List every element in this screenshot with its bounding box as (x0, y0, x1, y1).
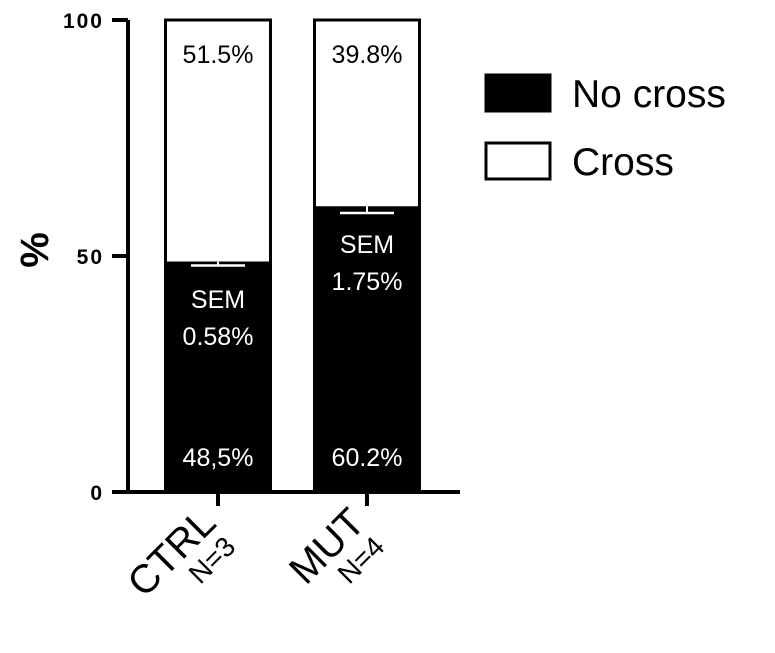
bar-segment-cross (164, 18, 272, 265)
y-tick-label: 0 (90, 482, 104, 505)
sem-title-label: SEM (340, 231, 394, 259)
y-axis-label: % (13, 232, 57, 268)
legend-swatch (484, 73, 552, 113)
legend-label: No cross (572, 73, 726, 116)
bar-value-label-no-cross: 48,5% (183, 444, 254, 472)
y-tick-label: 50 (77, 246, 104, 269)
legend-swatch (484, 141, 552, 181)
y-tick-label: 100 (63, 10, 104, 33)
sem-value-label: 1.75% (332, 268, 403, 296)
legend-label: Cross (572, 141, 674, 184)
sem-title-label: SEM (191, 286, 245, 314)
bar-value-label-no-cross: 60.2% (332, 444, 403, 472)
sem-value-label: 0.58% (183, 323, 254, 351)
bar-value-label-cross: 51.5% (183, 41, 254, 69)
bar-value-label-cross: 39.8% (332, 41, 403, 69)
bar-segment-cross (313, 18, 421, 210)
